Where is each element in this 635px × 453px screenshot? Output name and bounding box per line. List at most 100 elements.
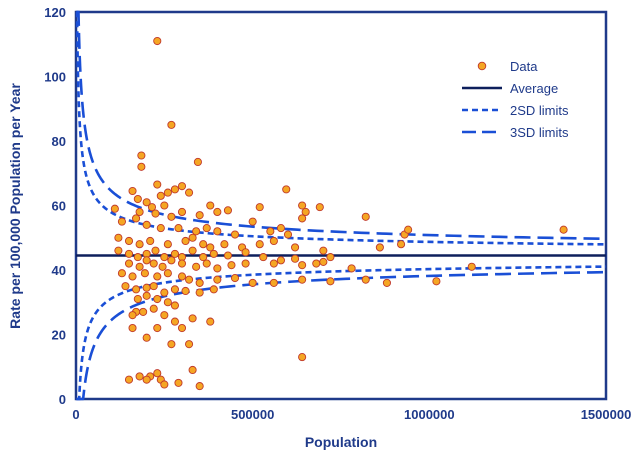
legend-label: Average: [510, 81, 558, 96]
data-point: [132, 214, 141, 223]
data-point: [167, 340, 176, 349]
data-point: [163, 240, 172, 249]
data-point: [133, 194, 142, 204]
data-point: [117, 269, 126, 278]
data-point: [188, 365, 197, 375]
data-point: [213, 227, 222, 236]
data-point: [298, 275, 307, 284]
data-point: [167, 212, 176, 221]
data-point: [188, 233, 197, 242]
data-point: [158, 262, 167, 271]
legend-marker-data: [477, 61, 487, 71]
data-point: [146, 236, 155, 246]
data-points: [110, 36, 568, 391]
y-tick-label: 60: [52, 199, 66, 214]
legend-label: Data: [510, 59, 538, 74]
data-point: [151, 246, 160, 255]
data-point: [135, 207, 144, 216]
data-point: [117, 217, 126, 226]
data-point: [124, 375, 134, 384]
data-point: [188, 314, 197, 323]
data-point: [149, 282, 158, 291]
x-tick-label: 1500000: [581, 407, 632, 422]
data-point: [269, 259, 278, 268]
data-point: [301, 207, 310, 216]
data-point: [192, 227, 201, 236]
data-point: [319, 246, 328, 255]
y-tick-label: 20: [52, 328, 66, 343]
data-point: [149, 304, 158, 313]
data-point: [170, 249, 179, 258]
data-point: [167, 120, 176, 129]
data-point: [153, 36, 162, 46]
data-point: [153, 294, 162, 304]
data-point: [114, 246, 123, 255]
data-point: [142, 333, 151, 342]
data-point: [181, 236, 190, 246]
data-point: [156, 191, 165, 200]
data-point: [137, 162, 146, 171]
data-point: [315, 203, 324, 212]
plot-frame: [74, 10, 608, 401]
data-point: [206, 317, 215, 326]
data-point: [269, 236, 278, 246]
data-point: [213, 207, 222, 216]
data-point: [213, 275, 222, 284]
data-point: [230, 230, 240, 239]
data-point: [282, 185, 291, 194]
data-point: [298, 201, 307, 210]
data-point: [361, 212, 370, 221]
data-point: [248, 217, 257, 226]
y-tick-label: 100: [44, 70, 66, 85]
data-point: [174, 224, 183, 233]
data-point: [160, 288, 169, 297]
data-point: [213, 264, 222, 273]
data-point: [142, 198, 151, 207]
data-point: [432, 277, 441, 286]
x-tick-label: 0: [72, 407, 79, 422]
data-point: [142, 256, 151, 265]
data-point: [199, 253, 208, 262]
data-point: [326, 277, 335, 286]
data-point: [133, 253, 142, 262]
data-point: [209, 285, 218, 294]
data-point: [121, 282, 130, 291]
data-point: [128, 311, 137, 320]
data-point: [319, 257, 328, 266]
data-point: [185, 340, 194, 349]
data-point: [375, 243, 384, 252]
data-point: [298, 261, 307, 270]
data-point: [153, 180, 162, 189]
data-point: [223, 251, 232, 260]
data-point: [404, 225, 413, 234]
data-point: [199, 240, 208, 249]
data-point: [153, 323, 162, 333]
data-point: [142, 220, 151, 229]
data-point: [151, 209, 160, 218]
data-point: [195, 382, 204, 391]
data-point: [174, 378, 183, 387]
data-point: [206, 201, 215, 210]
data-point: [361, 275, 370, 284]
x-tick-label: 1000000: [404, 407, 455, 422]
data-point: [163, 269, 172, 278]
data-point: [248, 278, 257, 287]
legend-label: 2SD limits: [510, 103, 569, 118]
data-point: [227, 261, 236, 270]
legend-label: 3SD limits: [510, 125, 569, 140]
y-tick-label: 40: [52, 263, 66, 278]
data-point: [170, 285, 179, 294]
data-point: [110, 204, 119, 213]
data-point: [283, 230, 293, 239]
data-point: [347, 264, 356, 273]
data-point: [124, 249, 134, 258]
data-point: [298, 353, 307, 362]
lower-3sd-line: [76, 270, 607, 401]
data-point: [185, 188, 194, 197]
y-tick-label: 120: [44, 5, 66, 20]
data-point: [170, 317, 179, 326]
data-point: [259, 253, 268, 262]
data-point: [188, 246, 197, 255]
data-point: [397, 240, 406, 249]
